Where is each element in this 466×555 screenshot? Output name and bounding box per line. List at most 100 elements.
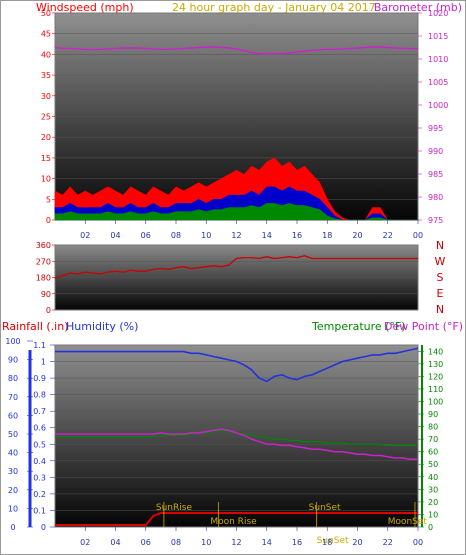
temperature-ytick-label: 10 bbox=[428, 510, 438, 519]
rainfall-ytick-label: 0.6 bbox=[33, 424, 46, 433]
wind-ytick-label: 10 bbox=[41, 175, 51, 184]
barometer-ytick-label: 985 bbox=[428, 170, 443, 179]
direction-line bbox=[54, 255, 418, 280]
climate-xtick-label: 20 bbox=[352, 538, 362, 547]
rainfall-ytick-label: 0.7 bbox=[33, 407, 46, 416]
wind-ytick-label: 50 bbox=[41, 9, 51, 18]
wind-ytick-label: 25 bbox=[41, 113, 51, 122]
direction-ytick-label: 180 bbox=[36, 274, 51, 283]
humidity-ytick-label: 90 bbox=[8, 356, 18, 365]
humidity-ytick-label: 60 bbox=[8, 411, 18, 420]
compass-label: N bbox=[436, 239, 444, 252]
temperature-ytick-label: 80 bbox=[428, 423, 438, 432]
wind-xtick-label: 16 bbox=[292, 231, 302, 240]
barometer-ytick-label: 1010 bbox=[428, 55, 448, 64]
temperature-ytick-label: 50 bbox=[428, 460, 438, 469]
direction-ytick-label: 0 bbox=[46, 306, 51, 315]
climate-chart: 0 0.1 0.2 0.3 0.4 0.5 0.6 0.7 0.8 0.9 1 1.1 0 10 20 30 4… bbox=[5, 337, 443, 547]
humidity-ytick-label: 10 bbox=[8, 504, 18, 513]
wind-ytick-label: 30 bbox=[41, 92, 51, 101]
temperature-ytick-label: 110 bbox=[428, 385, 443, 394]
wind-xtick-label: 02 bbox=[80, 231, 90, 240]
climate-xtick-label: 06 bbox=[141, 538, 151, 547]
sun-moon-label: SunSet bbox=[309, 503, 341, 513]
wind-ytick-label: 45 bbox=[41, 30, 51, 39]
temperature-ytick-label: 140 bbox=[428, 347, 443, 356]
temperature-ytick-label: 30 bbox=[428, 485, 438, 494]
climate-xtick-label: 12 bbox=[231, 538, 241, 547]
barometer-ytick-label: 1015 bbox=[428, 32, 448, 41]
wind-ytick-label: 20 bbox=[41, 133, 51, 142]
sun-moon-label: Moon Rise bbox=[210, 517, 257, 527]
temperature-line bbox=[55, 428, 418, 460]
climate-panel-bg bbox=[54, 344, 419, 528]
wind-ytick-label: 35 bbox=[41, 71, 51, 80]
barometer-ytick-label: 995 bbox=[428, 124, 443, 133]
sun-moon-label: SunSet bbox=[317, 536, 349, 546]
climate-xtick-label: 04 bbox=[110, 538, 120, 547]
rainfall-ytick-label: 0.5 bbox=[33, 440, 46, 449]
climate-xtick-label: 14 bbox=[262, 538, 272, 547]
temperature-axis-title: Temperature (°F) bbox=[311, 320, 406, 333]
wind-low-area bbox=[54, 203, 418, 221]
wind-xtick-label: 18 bbox=[322, 231, 332, 240]
humidity-ytick-label: 0 bbox=[10, 523, 15, 532]
wind-ytick-label: 5 bbox=[46, 195, 51, 204]
wind-ytick-label: 0 bbox=[46, 216, 51, 225]
climate-xtick-label: 02 bbox=[80, 538, 90, 547]
wind-xtick-label: 12 bbox=[231, 231, 241, 240]
climate-xtick-label: 16 bbox=[292, 538, 302, 547]
barometer-line bbox=[54, 46, 419, 55]
wind-xtick-label: 20 bbox=[352, 231, 362, 240]
rainfall-ytick-label: 0.9 bbox=[33, 374, 46, 383]
temperature-ytick-label: 120 bbox=[428, 372, 443, 381]
windspeed-axis-title: Windspeed (mph) bbox=[36, 1, 134, 14]
humidity-ytick-label: 100 bbox=[5, 337, 20, 346]
dewpoint-axis-title: Dew Point (°F) bbox=[384, 320, 463, 333]
wind-chart: 0510152025303540455097598098599099510001… bbox=[41, 9, 449, 240]
sun-moon-label: SunRise bbox=[156, 503, 193, 513]
wind-xtick-label: 08 bbox=[171, 231, 181, 240]
wind-xtick-label: 22 bbox=[383, 231, 393, 240]
rainfall-axis-title: Rainfall (.in) bbox=[2, 320, 69, 333]
temperature-ytick-label: 0 bbox=[428, 523, 433, 532]
humidity-axis-title: Humidity (%) bbox=[66, 320, 138, 333]
wind-xtick-label: 14 bbox=[262, 231, 272, 240]
wind-xtick-label: 04 bbox=[110, 231, 120, 240]
rainfall-ytick-label: 0.1 bbox=[33, 506, 46, 515]
barometer-ytick-label: 1020 bbox=[428, 9, 448, 18]
humidity-ytick-label: 40 bbox=[8, 449, 18, 458]
direction-ytick-label: 90 bbox=[41, 290, 51, 299]
climate-xtick-label: 22 bbox=[383, 538, 393, 547]
climate-xtick-label: 18 bbox=[322, 538, 332, 547]
rainfall-ytick-label: 0.8 bbox=[33, 391, 46, 400]
rainfall-ytick-label: 0.2 bbox=[33, 490, 46, 499]
temperature-ytick-label: 130 bbox=[428, 360, 443, 369]
graph-date-title: 24 hour graph day - January 04 2017 bbox=[172, 1, 376, 14]
climate-xtick-label: 10 bbox=[201, 538, 211, 547]
temperature-ytick-label: 40 bbox=[428, 473, 438, 482]
rainfall-line bbox=[55, 512, 418, 526]
barometer-ytick-label: 980 bbox=[428, 193, 443, 202]
barometer-axis-title: Barometer (mb) bbox=[374, 1, 462, 14]
humidity-ytick-label: 50 bbox=[8, 430, 18, 439]
compass-label: S bbox=[437, 271, 444, 284]
wind-ytick-label: 40 bbox=[41, 50, 51, 59]
wind-xtick-label: 06 bbox=[141, 231, 151, 240]
rainfall-ytick-label: 1 bbox=[41, 358, 46, 367]
temperature-ytick-label: 60 bbox=[428, 448, 438, 457]
rainfall-ytick-label: 0 bbox=[41, 523, 46, 532]
wind-xtick-label: 00 bbox=[413, 231, 423, 240]
humidity-line bbox=[55, 347, 419, 383]
sun-moon-label: MoonSet bbox=[388, 517, 428, 527]
compass-label: N bbox=[436, 303, 444, 316]
barometer-ytick-label: 1005 bbox=[428, 78, 448, 87]
rainfall-ytick-label: 1.1 bbox=[33, 341, 46, 350]
temperature-ytick-label: 90 bbox=[428, 410, 438, 419]
climate-xtick-label: 00 bbox=[413, 538, 423, 547]
rainfall-ytick-label: 0.4 bbox=[33, 457, 46, 466]
humidity-ytick-label: 20 bbox=[8, 486, 18, 495]
temperature-ytick-label: 70 bbox=[428, 435, 438, 444]
